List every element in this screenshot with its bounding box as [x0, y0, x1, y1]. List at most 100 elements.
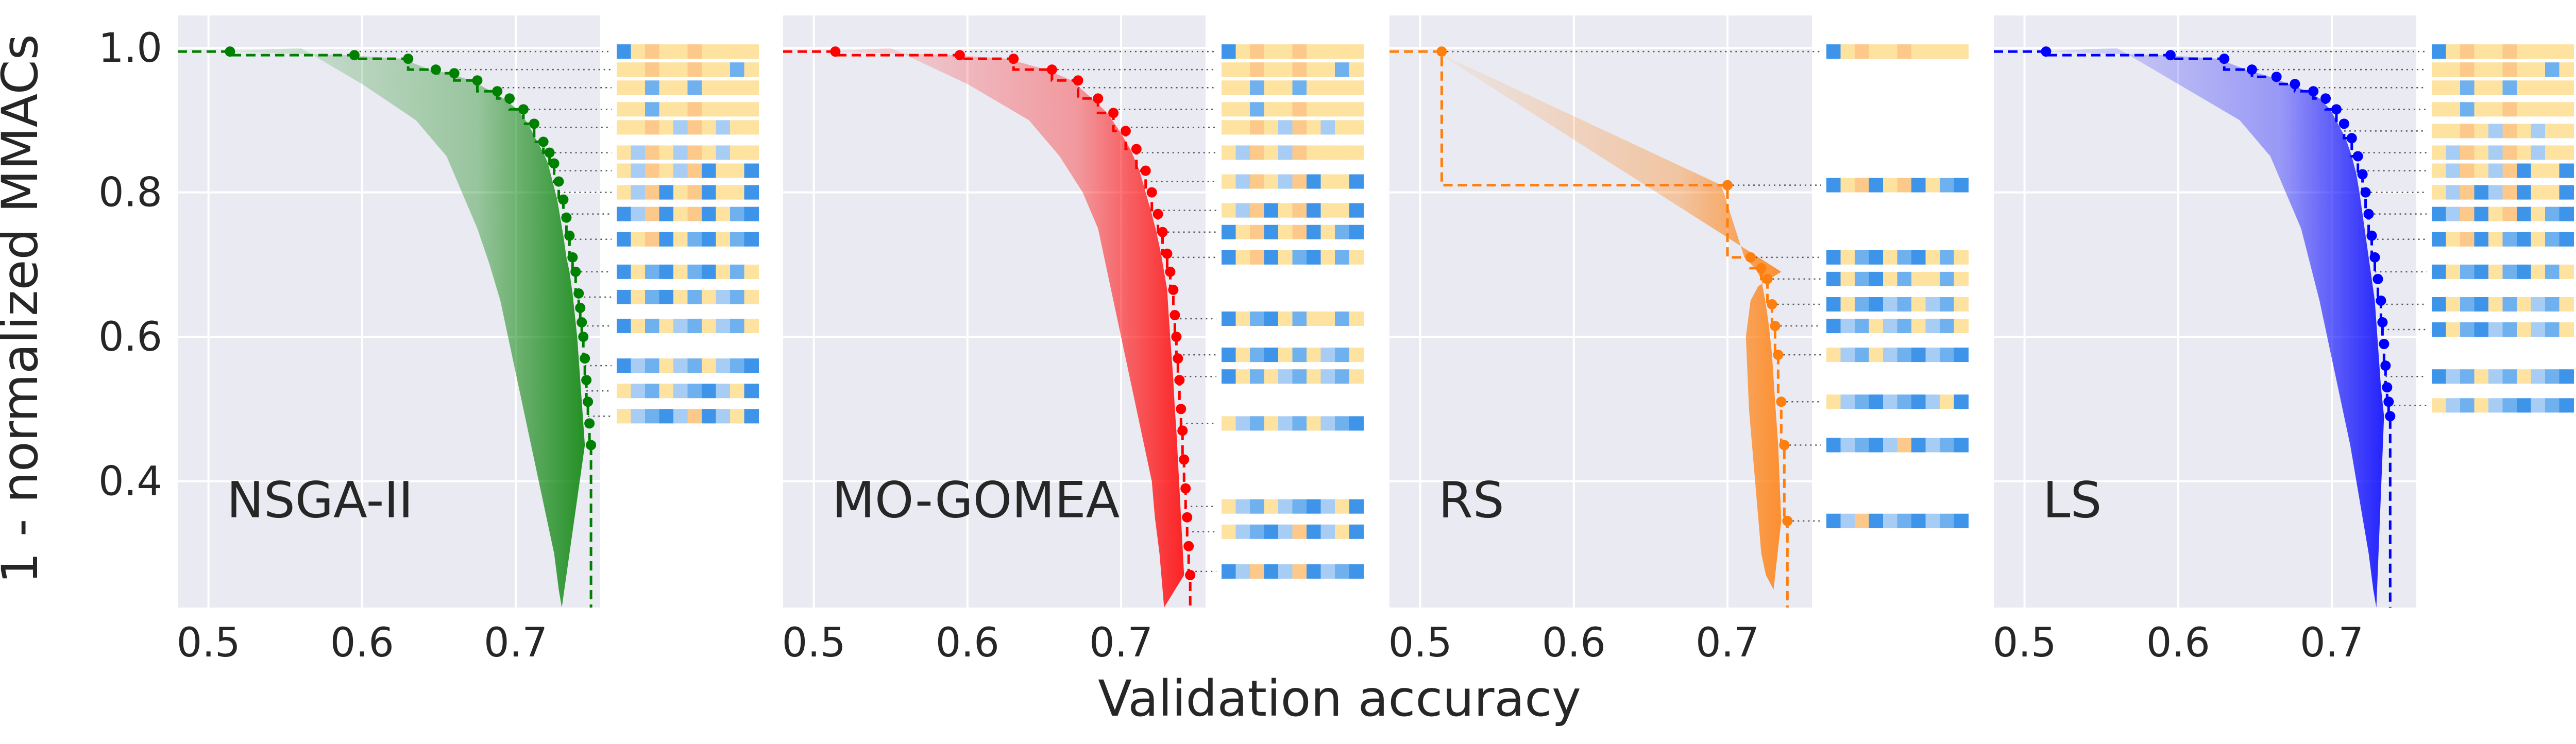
encoding-cell — [1264, 250, 1279, 265]
encoding-cell — [2432, 322, 2447, 337]
encoding-cell — [1954, 178, 1969, 193]
encoding-cell — [2545, 80, 2560, 95]
encoding-cell — [1883, 271, 1898, 286]
encoding-cell — [1840, 319, 1855, 334]
encoding-cell — [645, 120, 660, 135]
encoding-cell — [1292, 224, 1307, 239]
encoding-cell — [1264, 224, 1279, 239]
pareto-point — [1745, 252, 1756, 263]
encoding-cell — [659, 102, 674, 117]
encoding-cell — [716, 289, 731, 304]
encoding-cell — [1925, 297, 1940, 312]
encoding-cell — [1954, 271, 1969, 286]
encoding-cell — [2474, 163, 2489, 178]
cloud-area — [224, 48, 585, 608]
encoding-cell — [617, 80, 632, 95]
encoding-cell — [2517, 102, 2532, 117]
pareto-point — [2219, 54, 2230, 64]
encoding-cell — [1855, 319, 1870, 334]
encoding-cell — [1235, 145, 1250, 160]
encoding-cell — [2517, 398, 2532, 413]
encoding-cell — [702, 145, 717, 160]
encoding-cell — [1222, 564, 1236, 579]
encoding-cell — [659, 232, 674, 247]
encoding-cell — [1335, 62, 1350, 77]
architecture-encoding — [2432, 206, 2574, 221]
encoding-cell — [1883, 297, 1898, 312]
encoding-cell — [2517, 369, 2532, 384]
encoding-cell — [1235, 250, 1250, 265]
encoding-cell — [1349, 120, 1364, 135]
encoding-cell — [2545, 44, 2560, 59]
encoding-cell — [2488, 297, 2503, 312]
encoding-cell — [1235, 102, 1250, 117]
encoding-cell — [2488, 206, 2503, 221]
pareto-point — [1162, 248, 1173, 259]
encoding-cell — [1235, 203, 1250, 218]
encoding-cell — [744, 409, 759, 424]
encoding-cell — [1320, 224, 1335, 239]
panel-ls: 0.5 0.6 0.7 LS — [1993, 15, 2574, 666]
encoding-cell — [1278, 250, 1293, 265]
encoding-cell — [2432, 264, 2447, 279]
encoding-cell — [1897, 44, 1912, 59]
encoding-cell — [2559, 145, 2574, 160]
encoding-cell — [1897, 348, 1912, 362]
encoding-cell — [1307, 369, 1321, 384]
encoding-cell — [1954, 319, 1969, 334]
encoding-cell — [659, 384, 674, 399]
encoding-cell — [2488, 398, 2503, 413]
encoding-cell — [659, 80, 674, 95]
encoding-cell — [1278, 102, 1293, 117]
encoding-cell — [1826, 271, 1841, 286]
encoding-cell — [1278, 62, 1293, 77]
encoding-cell — [1349, 524, 1364, 539]
encoding-cell — [1940, 250, 1955, 265]
pareto-point — [586, 440, 597, 451]
encoding-cell — [1335, 369, 1350, 384]
encoding-cell — [2545, 264, 2560, 279]
encoding-cell — [1222, 44, 1236, 59]
encoding-cell — [1307, 250, 1321, 265]
encoding-cell — [730, 185, 745, 200]
encoding-cell — [2460, 62, 2475, 77]
architecture-encoding — [1222, 250, 1364, 265]
encoding-cell — [2460, 264, 2475, 279]
density-cloud — [2040, 48, 2384, 608]
encoding-cell — [2517, 185, 2532, 200]
pareto-point — [583, 396, 594, 407]
encoding-cell — [1940, 178, 1955, 193]
encoding-cell — [2517, 80, 2532, 95]
encoding-cell — [2432, 297, 2447, 312]
encoding-cell — [2531, 185, 2546, 200]
encoding-cell — [2531, 264, 2546, 279]
encoding-cell — [673, 264, 688, 279]
encoding-cell — [1855, 44, 1870, 59]
pareto-point — [1176, 404, 1187, 414]
encoding-cell — [1292, 62, 1307, 77]
encoding-cell — [1264, 102, 1279, 117]
pareto-point — [1073, 75, 1083, 86]
encoding-cell — [1869, 319, 1884, 334]
encoding-cell — [2559, 80, 2574, 95]
encoding-cell — [2446, 124, 2461, 139]
encoding-cell — [687, 384, 702, 399]
encoding-cell — [2474, 398, 2489, 413]
encoding-cell — [1826, 394, 1841, 409]
pareto-point — [2369, 252, 2380, 263]
pareto-point — [2320, 93, 2331, 104]
encoding-cell — [1250, 120, 1265, 135]
encoding-cell — [1349, 499, 1364, 514]
encoding-cell — [687, 185, 702, 200]
pareto-point — [430, 64, 441, 75]
encoding-cell — [1855, 271, 1870, 286]
encoding-cell — [1897, 319, 1912, 334]
encoding-cell — [2502, 163, 2517, 178]
encoding-cell — [744, 319, 759, 334]
pareto-point — [549, 158, 560, 169]
encoding-cell — [1911, 438, 1926, 453]
encoding-cell — [2460, 80, 2475, 95]
encoding-cell — [1335, 102, 1350, 117]
architecture-encoding — [1222, 145, 1364, 160]
